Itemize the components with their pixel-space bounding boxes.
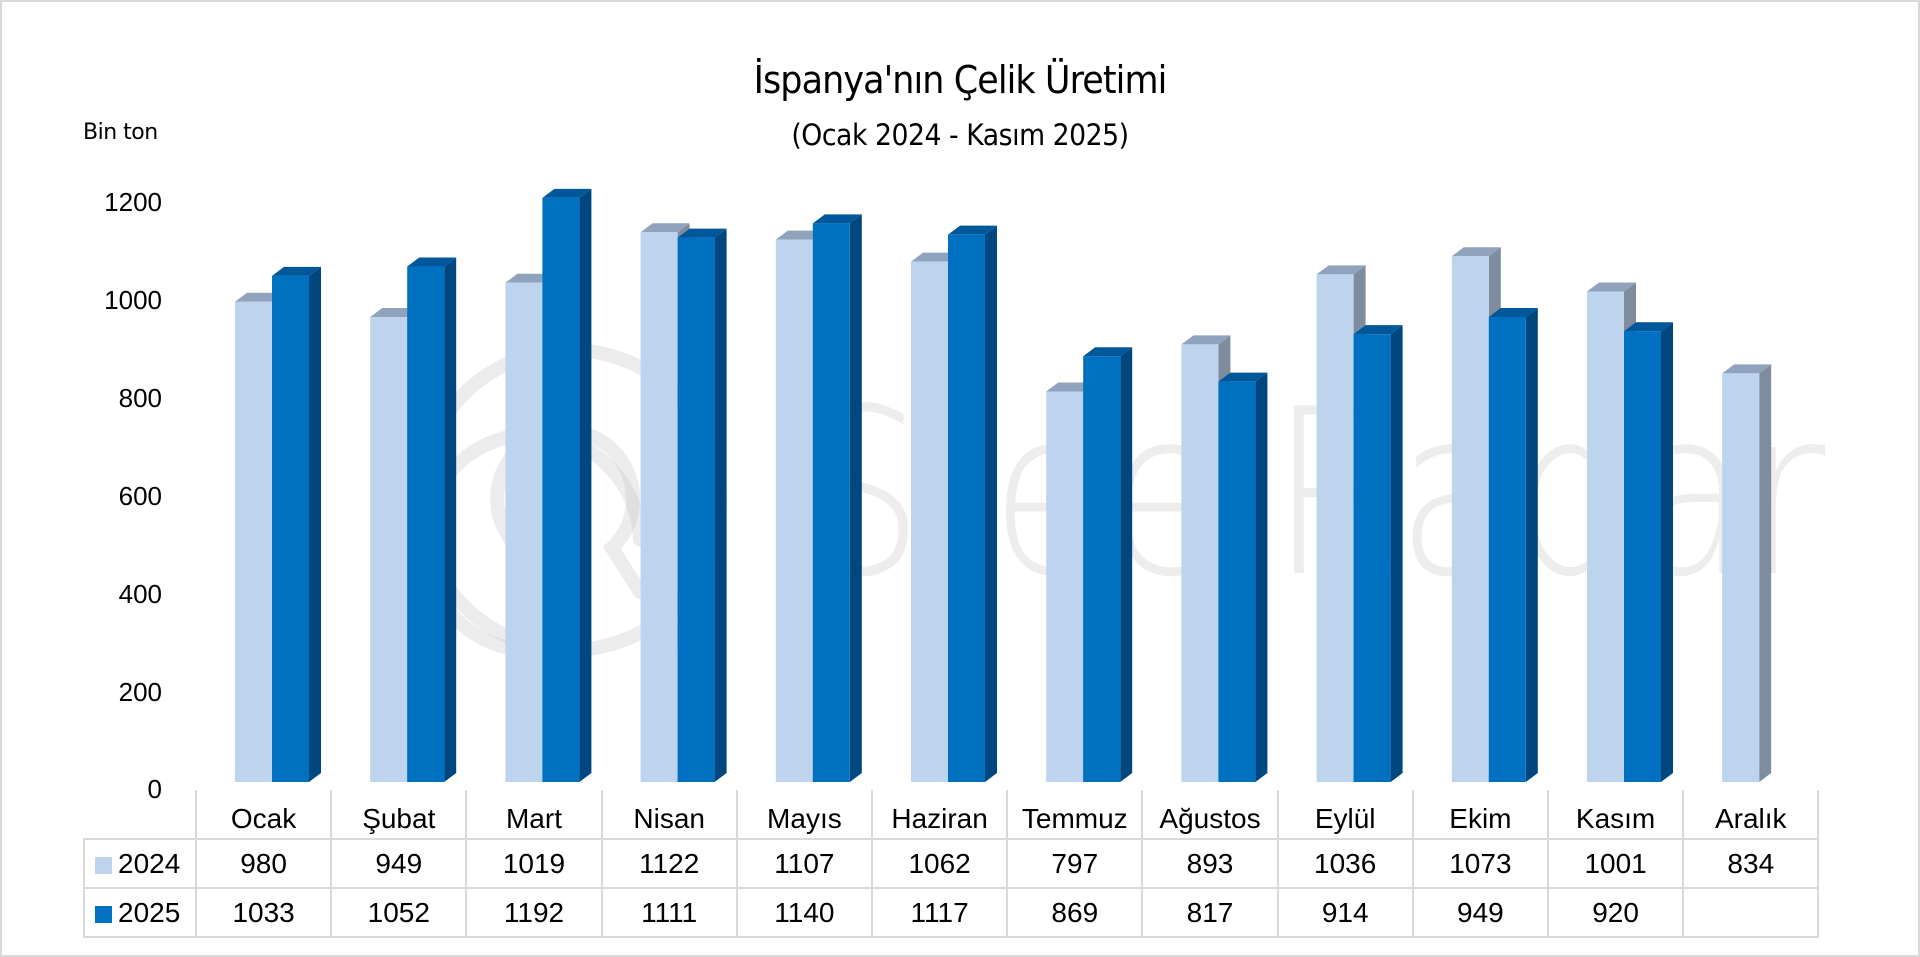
- bar-2025-Haziran: [948, 225, 997, 783]
- y-tick-800: 800: [118, 383, 162, 413]
- bar-group-11: [1722, 364, 1772, 782]
- table-row-label-2025: 2025: [83, 887, 195, 936]
- bar-group-8: [1316, 265, 1403, 782]
- table-header-5: Haziran: [871, 790, 1006, 838]
- bar-2025-Mart: [542, 188, 592, 783]
- table-cell: 869: [1006, 887, 1142, 936]
- table-row-label-2024: 2024: [83, 838, 195, 887]
- table-cell: 893: [1141, 838, 1277, 887]
- y-tick-0: 0: [147, 774, 162, 804]
- table-header-8: Eylül: [1276, 790, 1412, 838]
- y-axis-unit-label: Bin ton: [83, 120, 158, 145]
- bar-2025-Ocak: [272, 266, 321, 783]
- table-cell: 1111: [600, 887, 736, 936]
- bar-group-2: [505, 188, 592, 783]
- bar-2025-Şubat: [407, 257, 457, 782]
- table-cell: 949: [330, 838, 466, 887]
- table-header-11: Aralık: [1682, 790, 1817, 838]
- table-cell: 1073: [1411, 838, 1547, 887]
- bar-2025-Temmuz: [1083, 347, 1133, 782]
- table-cell: 1019: [465, 838, 601, 887]
- table-header-3: Nisan: [600, 790, 736, 838]
- table-border-bottom: [83, 936, 1820, 938]
- bar-group-0: [235, 266, 321, 783]
- bar-group-1: [370, 257, 457, 782]
- table-cell: 914: [1276, 887, 1412, 936]
- bar-2025-Ekim: [1488, 307, 1538, 782]
- bar-group-7: [1181, 335, 1268, 782]
- table-header-2: Mart: [465, 790, 600, 838]
- table-header-6: Temmuz: [1006, 790, 1141, 838]
- table-header-10: Kasım: [1547, 790, 1682, 838]
- table-cell: 1033: [195, 887, 331, 936]
- table-header-9: Ekim: [1411, 790, 1547, 838]
- legend-label: 2024: [118, 848, 181, 879]
- table-cell: 949: [1411, 887, 1547, 936]
- y-tick-1200: 1200: [104, 187, 162, 217]
- bar-2025-Eylül: [1353, 325, 1403, 782]
- y-tick-600: 600: [118, 481, 162, 511]
- table-header-0: Ocak: [195, 790, 330, 838]
- bar-group-6: [1046, 347, 1133, 782]
- table-header-4: Mayıs: [735, 790, 871, 838]
- table-cell: 980: [195, 838, 331, 887]
- bar-group-5: [911, 225, 997, 783]
- table-cell: 1122: [600, 838, 736, 887]
- table-cell: 1001: [1547, 838, 1683, 887]
- bar-2025-Ağustos: [1218, 372, 1268, 782]
- table-cell: 920: [1547, 887, 1683, 936]
- bar-group-4: [775, 214, 862, 782]
- y-tick-400: 400: [118, 579, 162, 609]
- y-tick-1000: 1000: [104, 285, 162, 315]
- bar-2025-Nisan: [677, 228, 727, 783]
- table-cell: 1052: [330, 887, 466, 936]
- legend-swatch-2025: [95, 906, 112, 923]
- bar-group-9: [1451, 247, 1538, 783]
- y-tick-200: 200: [118, 677, 162, 707]
- table-cell: [1682, 887, 1818, 936]
- chart-title: İspanya'nın Çelik Üretimi: [753, 58, 1168, 102]
- bar-group-3: [640, 223, 727, 783]
- table-header-1: Şubat: [330, 790, 465, 838]
- table-border-right: [1817, 790, 1820, 936]
- table-cell: 797: [1006, 838, 1142, 887]
- legend-swatch-2024: [95, 857, 112, 874]
- bar-group-10: [1587, 282, 1673, 782]
- bar-2025-Kasım: [1624, 322, 1673, 782]
- table-cell: 1036: [1276, 838, 1412, 887]
- table-cell: 1140: [735, 887, 871, 936]
- bar-2024-Aralık: [1722, 364, 1772, 782]
- chart-subtitle: (Ocak 2024 - Kasım 2025): [791, 118, 1129, 152]
- legend-label: 2025: [118, 897, 181, 928]
- bar-2025-Mayıs: [812, 214, 862, 782]
- table-cell: 1107: [735, 838, 871, 887]
- table-cell: 1062: [871, 838, 1007, 887]
- table-header-7: Ağustos: [1141, 790, 1276, 838]
- table-cell: 1117: [871, 887, 1007, 936]
- table-cell: 1192: [465, 887, 601, 936]
- table-cell: 834: [1682, 838, 1818, 887]
- table-cell: 817: [1141, 887, 1277, 936]
